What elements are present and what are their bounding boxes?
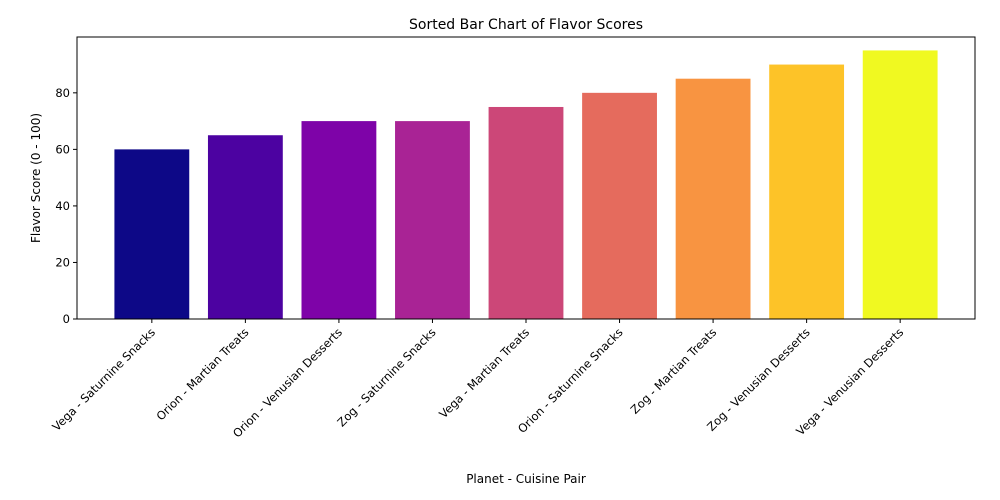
- y-tick-label: 80: [55, 86, 70, 100]
- x-axis-label: Planet - Cuisine Pair: [466, 472, 586, 486]
- x-tick-label: Orion - Martian Treats: [153, 325, 251, 423]
- x-tick-label: Vega - Venusian Desserts: [793, 325, 906, 438]
- bar-2: [207, 135, 283, 319]
- bar-6: [582, 92, 657, 319]
- x-tick-label: Vega - Martian Treats: [436, 325, 532, 421]
- x-tick-label: Orion - Venusian Desserts: [230, 325, 345, 440]
- bar-3: [301, 121, 377, 320]
- y-tick-label: 60: [55, 142, 70, 156]
- bar-5: [488, 106, 564, 319]
- chart-title: Sorted Bar Chart of Flavor Scores: [409, 17, 643, 33]
- bar-9: [862, 50, 938, 320]
- x-tick-label: Zog - Venusian Desserts: [704, 325, 813, 434]
- x-tick-label: Zog - Martian Treats: [628, 325, 720, 417]
- bar-4: [395, 121, 470, 320]
- bar-8: [769, 64, 845, 320]
- y-tick-label: 0: [63, 312, 70, 326]
- y-axis: 0 20 40 60 80: [55, 86, 77, 326]
- y-tick-label: 20: [55, 255, 70, 269]
- bar-7: [675, 78, 751, 319]
- y-axis-label: Flavor Score (0 - 100): [29, 113, 43, 243]
- x-tick-label: Zog - Saturnine Snacks: [334, 325, 438, 429]
- y-tick-label: 40: [55, 199, 70, 213]
- bar-1: [114, 149, 190, 319]
- x-tick-label: Vega - Saturnine Snacks: [49, 325, 158, 434]
- bars-group: [114, 50, 938, 320]
- x-tick-label: Orion - Saturnine Snacks: [515, 325, 626, 436]
